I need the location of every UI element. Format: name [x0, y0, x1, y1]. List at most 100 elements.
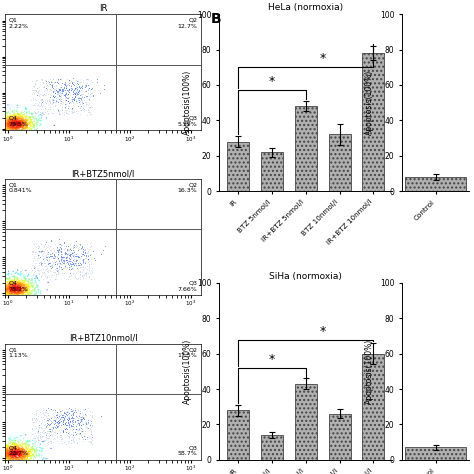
Point	[53, 90, 61, 97]
Point	[27, 460, 34, 467]
Point	[28, 282, 36, 289]
Point	[9, 284, 16, 292]
Point	[65, 430, 73, 438]
Point	[4, 287, 11, 295]
Point	[2, 117, 10, 125]
Point	[29, 272, 37, 279]
Point	[17, 115, 25, 122]
Point	[6, 283, 13, 291]
Point	[21, 448, 29, 456]
Point	[7, 124, 15, 132]
Point	[13, 133, 20, 140]
Point	[8, 288, 15, 295]
Point	[0, 118, 7, 126]
Point	[27, 261, 35, 269]
Point	[57, 414, 65, 422]
Point	[27, 124, 35, 132]
Point	[27, 292, 34, 299]
Point	[5, 443, 12, 451]
Point	[6, 115, 14, 123]
Point	[73, 275, 81, 283]
Point	[0, 284, 3, 292]
Point	[24, 452, 31, 459]
Point	[1, 121, 9, 129]
Point	[31, 285, 38, 293]
Point	[20, 286, 27, 294]
Point	[33, 109, 40, 117]
Point	[56, 86, 64, 94]
Point	[36, 117, 44, 124]
Point	[10, 446, 18, 453]
Point	[18, 117, 25, 124]
Point	[65, 413, 73, 420]
Point	[0, 118, 3, 126]
Point	[3, 285, 10, 292]
Point	[16, 122, 24, 129]
Point	[13, 125, 20, 132]
Point	[80, 437, 87, 445]
Point	[14, 120, 21, 128]
Point	[66, 425, 74, 433]
Point	[74, 274, 82, 282]
Point	[27, 452, 35, 459]
Point	[13, 448, 21, 456]
Point	[16, 456, 23, 464]
Point	[15, 115, 22, 122]
Point	[55, 263, 63, 270]
Point	[28, 279, 36, 287]
Point	[17, 118, 24, 126]
Point	[50, 91, 58, 99]
Point	[33, 126, 40, 134]
Point	[13, 278, 21, 285]
Point	[6, 121, 14, 129]
Point	[22, 443, 29, 451]
Point	[26, 120, 33, 128]
Point	[28, 416, 36, 423]
Point	[15, 289, 22, 296]
Point	[75, 409, 82, 416]
Point	[9, 451, 17, 459]
Point	[2, 121, 9, 129]
Point	[12, 286, 19, 293]
Point	[1, 452, 9, 459]
Point	[15, 279, 22, 287]
Point	[70, 89, 77, 96]
Point	[30, 264, 38, 272]
Point	[2, 289, 10, 296]
Point	[9, 113, 16, 120]
Point	[49, 406, 57, 414]
Point	[14, 114, 22, 121]
Point	[7, 121, 14, 129]
Point	[6, 118, 13, 125]
Point	[49, 244, 57, 252]
Point	[4, 109, 11, 116]
Point	[15, 120, 23, 128]
Point	[9, 125, 17, 132]
Point	[9, 277, 16, 284]
Point	[11, 124, 19, 132]
Point	[7, 130, 15, 137]
Point	[45, 105, 52, 113]
Point	[50, 93, 57, 100]
Point	[25, 275, 33, 283]
Point	[8, 293, 15, 301]
Point	[31, 109, 39, 117]
Point	[32, 79, 39, 87]
Point	[4, 443, 12, 450]
Point	[55, 107, 62, 115]
Point	[0, 453, 8, 461]
Point	[64, 246, 72, 254]
Point	[36, 115, 44, 123]
Point	[56, 411, 64, 419]
Point	[8, 279, 16, 287]
Point	[19, 455, 27, 462]
Point	[2, 283, 10, 291]
Point	[57, 436, 65, 443]
Point	[8, 289, 16, 297]
Point	[36, 290, 44, 297]
Point	[73, 438, 81, 446]
Point	[75, 429, 83, 437]
Point	[30, 240, 38, 248]
Point	[26, 118, 34, 126]
Point	[83, 424, 91, 431]
